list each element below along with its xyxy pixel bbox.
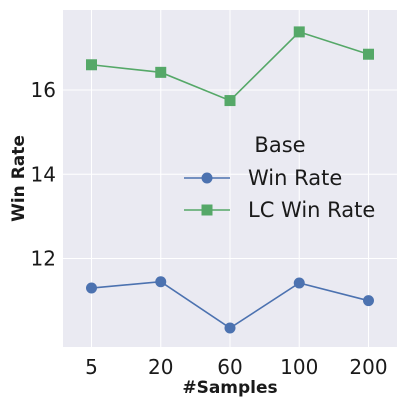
data-point (293, 26, 305, 38)
data-point (363, 295, 374, 307)
x-tick-label: 5 (85, 355, 98, 379)
data-point (155, 276, 167, 288)
x-axis-label: #Samples (182, 378, 277, 398)
x-tick-labels: 5 20 60 100 200 (85, 355, 387, 379)
y-tick-label: 16 (31, 78, 56, 102)
legend-items: Win Rate LC Win Rate (184, 166, 375, 222)
legend-marker (201, 204, 213, 216)
legend: Base Win Rate LC Win Rate (184, 133, 375, 222)
legend-item: LC Win Rate (184, 198, 375, 222)
x-tick-label: 100 (280, 355, 318, 379)
series-layer (86, 26, 374, 334)
y-axis-label: Win Rate (9, 135, 29, 222)
x-tick-label: 200 (349, 355, 387, 379)
data-point (86, 59, 97, 71)
x-tick-label: 20 (148, 355, 173, 379)
y-tick-label: 14 (31, 162, 56, 186)
series-0 (86, 276, 374, 334)
data-point (224, 322, 236, 334)
legend-label: LC Win Rate (248, 198, 375, 222)
y-tick-label: 12 (31, 247, 56, 271)
data-point (363, 48, 374, 60)
data-point (224, 95, 236, 107)
legend-label: Win Rate (248, 166, 342, 190)
legend-title: Base (254, 133, 305, 157)
data-point (86, 282, 97, 294)
data-point (155, 66, 167, 78)
series-1 (86, 26, 374, 107)
data-point (293, 277, 305, 289)
legend-item: Win Rate (184, 166, 342, 190)
legend-marker (201, 172, 213, 184)
y-tick-labels: 12 14 16 (31, 78, 56, 271)
x-tick-label: 60 (217, 355, 242, 379)
